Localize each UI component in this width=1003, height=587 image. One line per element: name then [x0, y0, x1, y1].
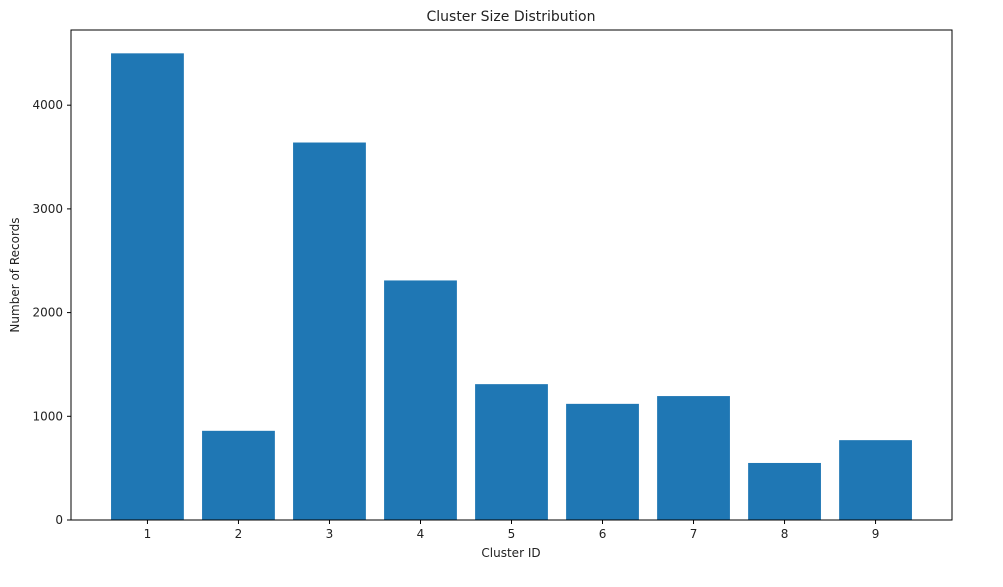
- x-tick-label: 6: [599, 527, 607, 541]
- x-tick-label: 4: [417, 527, 425, 541]
- bar: [657, 396, 730, 520]
- y-tick-label: 0: [55, 513, 63, 527]
- x-tick-label: 7: [690, 527, 698, 541]
- plot-frame: [70, 29, 953, 521]
- x-tick-label: 3: [326, 527, 334, 541]
- x-tick-label: 8: [781, 527, 789, 541]
- y-tick-label: 2000: [32, 306, 63, 320]
- y-tick-label: 4000: [32, 98, 63, 112]
- x-tick-label: 2: [235, 527, 243, 541]
- bar: [566, 403, 639, 520]
- x-tick-label: 1: [144, 527, 152, 541]
- bar: [111, 53, 184, 520]
- bar: [293, 142, 366, 520]
- y-axis-label: Number of Records: [8, 217, 22, 332]
- x-tick-label: 9: [872, 527, 880, 541]
- chart-title: Cluster Size Distribution: [426, 9, 595, 25]
- y-tick-label: 3000: [32, 202, 63, 216]
- bar: [384, 280, 457, 520]
- bar: [748, 462, 821, 520]
- bar: [475, 384, 548, 520]
- bar: [202, 430, 275, 520]
- x-axis-label: Cluster ID: [481, 546, 540, 560]
- y-tick-label: 1000: [32, 409, 63, 423]
- x-tick-label: 5: [508, 527, 516, 541]
- bar: [839, 440, 912, 520]
